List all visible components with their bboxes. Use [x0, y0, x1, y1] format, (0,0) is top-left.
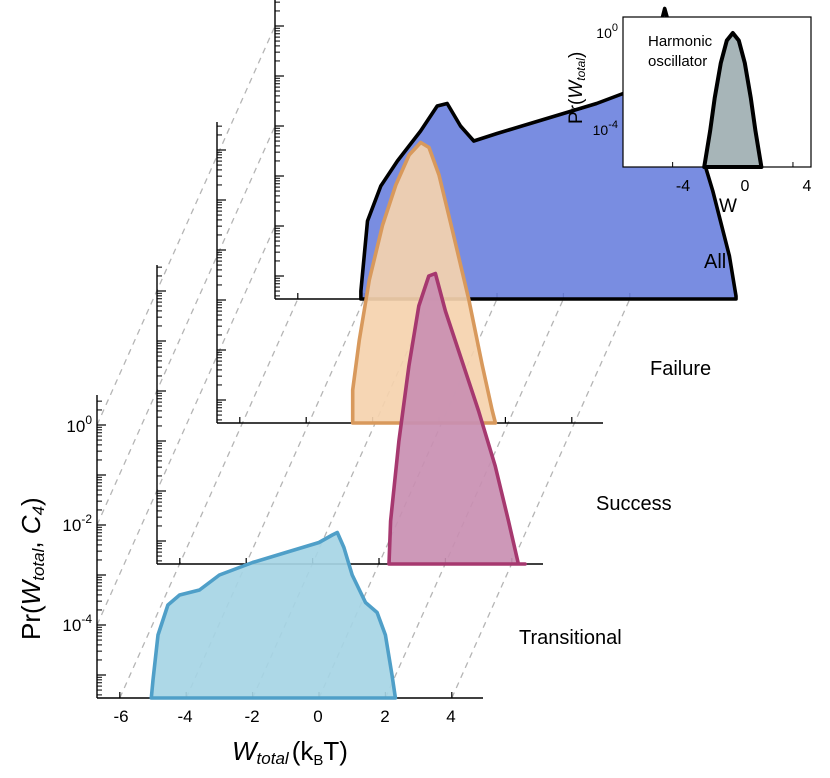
panel	[156, 265, 543, 566]
inset-x-tick-label: 0	[741, 178, 750, 195]
inset-y-axis-label: Pr(Wtotal)	[566, 52, 588, 124]
x-axis-label: Wtotal (kBT)	[232, 736, 348, 769]
x-tick-label: -4	[177, 707, 192, 726]
guide-line	[185, 298, 365, 699]
panel-label-transitional: Transitional	[519, 627, 622, 649]
y-axis-label: Pr(Wtotal, C4)	[16, 497, 48, 640]
inset-title: Harmonic	[648, 33, 713, 50]
guide-line	[384, 298, 564, 699]
guide-line	[119, 298, 299, 699]
guide-line	[96, 125, 276, 526]
inset-x-tick-label: -4	[676, 178, 690, 195]
distribution-panels	[96, 0, 738, 700]
inset-distribution-area	[702, 31, 764, 169]
x-tick-label: -6	[113, 707, 128, 726]
inset-y-tick-label: 10-4	[593, 119, 618, 138]
panel-label-all: All	[704, 251, 726, 273]
panel-label-success: Success	[596, 493, 672, 515]
x-tick-label: -2	[244, 707, 259, 726]
y-tick-label: 100	[66, 413, 92, 436]
distribution-area	[149, 530, 398, 700]
inset-title: oscillator	[648, 53, 707, 70]
y-tick-label: 10-2	[62, 512, 92, 535]
panel-label-failure: Failure	[650, 358, 711, 380]
x-tick-label: 0	[313, 707, 322, 726]
distribution-area	[359, 6, 738, 301]
x-tick-label: 2	[380, 707, 389, 726]
inset-x-tick-label: 4	[803, 178, 812, 195]
y-tick-label: 10-4	[62, 612, 92, 635]
panel-labels: All Failure Success Transitional	[519, 251, 726, 649]
distribution-area	[387, 271, 527, 566]
x-tick-label: 4	[446, 707, 455, 726]
guide-line	[451, 298, 631, 699]
front-axes: -6 -4 -2 0 2 4 100 10-2 10-4 Wtotal (kBT)…	[16, 413, 456, 769]
inset-y-tick-label: 100	[596, 22, 618, 41]
inset-x-axis-label: W	[719, 196, 737, 217]
guide-line	[96, 225, 276, 626]
guide-line	[96, 25, 276, 426]
inset-chart: Harmonic oscillator 100 10-4 -4 0 4 W Pr…	[566, 16, 812, 217]
panel	[96, 395, 483, 700]
